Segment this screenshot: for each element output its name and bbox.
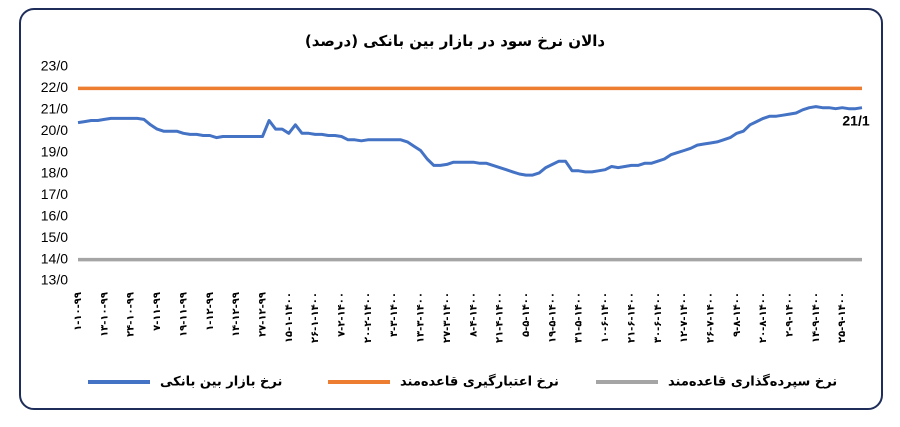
y-tick-label: 19/0	[41, 143, 68, 159]
y-tick-label: 23/0	[41, 58, 68, 74]
chart-frame	[19, 8, 883, 410]
x-tick-label: ۱۰-۶-۱۴۰۰	[600, 292, 611, 343]
x-tick-label: ۱-۱۰-۹۹	[73, 292, 84, 331]
x-tick-label: ۱۵-۱-۱۴۰۰	[284, 292, 295, 343]
chart-title: دالان نرخ سود در بازار بین بانکی (درصد)	[305, 32, 606, 50]
y-tick-label: 14/0	[41, 250, 68, 266]
x-tick-label: ۲۱-۶-۱۴۰۰	[626, 292, 637, 343]
x-tick-label: ۲۰-۲-۱۴۰۰	[363, 292, 374, 343]
x-tick-label: ۱۴-۹-۱۴۰۰	[811, 292, 822, 343]
x-tick-label: ۵-۵-۱۴۰۰	[521, 292, 532, 337]
x-tick-label: ۹-۸-۱۴۰۰	[732, 292, 743, 337]
x-tick-label: ۱۲-۷-۱۴۰۰	[679, 292, 690, 343]
x-tick-label: ۲-۹-۱۴۰۰	[785, 292, 796, 337]
x-tick-label: ۲۰-۸-۱۴۰۰	[758, 292, 769, 343]
legend-label: نرخ بازار بین بانکی	[160, 375, 282, 390]
x-tick-label: ۲۱-۴-۱۴۰۰	[495, 292, 506, 343]
x-tick-label: ۲۷-۳-۱۴۰۰	[442, 292, 453, 343]
y-tick-label: 20/0	[41, 122, 68, 138]
x-tick-label: ۱۹-۵-۱۴۰۰	[547, 292, 558, 343]
data-label: 21/1	[842, 112, 869, 128]
series-line	[77, 105, 863, 177]
x-tick-label: ۷-۱۱-۹۹	[152, 292, 163, 331]
x-tick-label: ۲۶-۷-۱۴۰۰	[705, 292, 716, 343]
x-tick-label: ۱۹-۱۱-۹۹	[178, 292, 189, 337]
x-tick-label: ۱۳-۳-۱۴۰۰	[416, 292, 427, 343]
x-tick-label: ۱۳-۱۰-۹۹	[99, 292, 110, 337]
x-tick-label: ۲۶-۱-۱۴۰۰	[310, 292, 321, 343]
x-tick-label: ۷-۲-۱۴۰۰	[337, 292, 348, 337]
x-tick-label: ۲۴-۱۰-۹۹	[126, 292, 137, 337]
x-tick-label: ۱-۱۲-۹۹	[205, 292, 216, 331]
x-tick-label: ۱۴-۱۲-۹۹	[231, 292, 242, 337]
legend-label: نرخ سپرده‌گذاری قاعده‌مند	[668, 374, 837, 390]
y-tick-label: 22/0	[41, 79, 68, 95]
y-tick-label: 18/0	[41, 165, 68, 181]
x-tick-label: ۲۷-۱۲-۹۹	[257, 292, 268, 337]
x-tick-label: ۸-۴-۱۴۰۰	[468, 292, 479, 337]
y-tick-label: 21/0	[41, 101, 68, 117]
x-tick-label: ۳۰-۶-۱۴۰۰	[653, 292, 664, 343]
x-tick-label: ۳-۳-۱۴۰۰	[389, 292, 400, 337]
x-tick-label: ۳۱-۵-۱۴۰۰	[574, 292, 585, 343]
y-tick-label: 17/0	[41, 186, 68, 202]
legend-label: نرخ اعتبارگیری قاعده‌مند	[400, 374, 559, 390]
y-tick-label: 16/0	[41, 208, 68, 224]
x-tick-label: ۲۵-۹-۱۴۰۰	[837, 292, 848, 343]
y-tick-label: 15/0	[41, 229, 68, 245]
y-tick-label: 13/0	[41, 272, 68, 288]
